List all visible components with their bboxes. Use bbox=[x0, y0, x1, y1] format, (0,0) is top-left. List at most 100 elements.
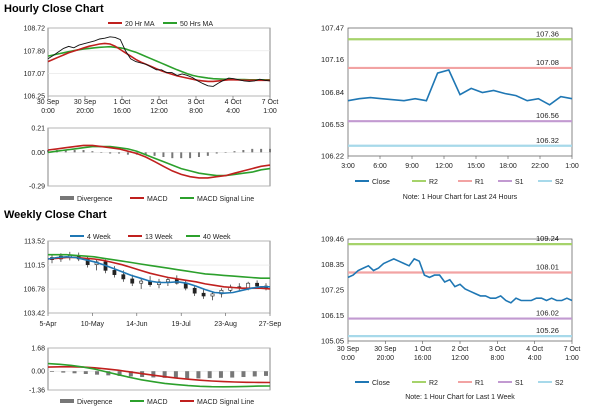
x-tick-label: 0:00 bbox=[41, 108, 55, 115]
ma-13-week-line bbox=[47, 256, 271, 290]
divergence-bar bbox=[206, 152, 209, 156]
divergence-bar bbox=[230, 371, 235, 378]
divergence-bar bbox=[72, 371, 77, 374]
divergence-bar bbox=[100, 152, 103, 153]
y-tick-label: 106.22 bbox=[321, 152, 344, 161]
x-tick-label: 12:00 bbox=[150, 108, 168, 115]
divergence-bar bbox=[162, 371, 167, 378]
x-tick-label: 6:00 bbox=[373, 163, 387, 170]
y-tick-label: 107.47 bbox=[321, 24, 344, 33]
x-tick-label: 2 Oct bbox=[151, 99, 168, 106]
close-line bbox=[347, 69, 573, 106]
x-tick-label: 19-Jul bbox=[172, 321, 192, 328]
x-tick-label: 2 Oct bbox=[452, 346, 469, 353]
legend-swatch bbox=[60, 196, 74, 200]
divergence-bar bbox=[64, 150, 67, 153]
divergence-bar bbox=[82, 150, 85, 153]
candle-body bbox=[121, 274, 126, 280]
x-tick-label: 16:00 bbox=[113, 108, 131, 115]
y-tick-label: 0.00 bbox=[31, 150, 45, 157]
candle-body bbox=[130, 278, 135, 284]
divergence-bar bbox=[162, 152, 165, 157]
x-tick-label: 7 Oct bbox=[262, 99, 279, 106]
x-tick-label: 22:00 bbox=[531, 163, 549, 170]
x-tick-label: 1:00 bbox=[565, 355, 579, 362]
x-tick-label: 30 Sep bbox=[374, 346, 396, 353]
hourly-sr-chart: 107.47 107.16 106.84 106.53 106.22 107.36 107.… bbox=[321, 24, 579, 202]
x-tick-label: 8:00 bbox=[189, 108, 203, 115]
legend-label: R2 bbox=[429, 380, 438, 387]
divergence-bar bbox=[95, 371, 100, 375]
y-tick-label: 107.25 bbox=[321, 286, 344, 295]
x-tick-label: 1 Oct bbox=[414, 346, 431, 353]
legend-label: 40 Week bbox=[203, 234, 231, 241]
divergence-bar bbox=[269, 148, 271, 153]
y-tick-label: 108.72 bbox=[24, 26, 46, 33]
divergence-bar bbox=[215, 152, 218, 154]
divergence-bar bbox=[197, 152, 200, 157]
divergence-bar bbox=[180, 152, 183, 159]
x-tick-label: 20:00 bbox=[76, 108, 94, 115]
x-tick-label: 8:00 bbox=[491, 355, 505, 362]
divergence-bar bbox=[260, 148, 263, 153]
legend-label: 20 Hr MA bbox=[125, 21, 155, 28]
candle-body bbox=[139, 280, 144, 284]
divergence-bar bbox=[153, 152, 156, 156]
legend-label: R2 bbox=[429, 179, 438, 186]
x-tick-label: 15:00 bbox=[467, 163, 485, 170]
x-tick-label: 18:00 bbox=[499, 163, 517, 170]
x-tick-label: 3 Oct bbox=[188, 99, 205, 106]
legend-label: MACD Signal Line bbox=[197, 399, 254, 406]
x-tick-label: 12:00 bbox=[435, 163, 453, 170]
divergence-bar bbox=[185, 371, 190, 379]
weekly-sr-chart: 109.46 108.35 107.25 106.15 105.05 109.24 108.… bbox=[321, 234, 580, 401]
y-tick-label: 107.89 bbox=[24, 48, 46, 55]
level-label-s1: 106.56 bbox=[536, 111, 559, 120]
legend-label: 4 Week bbox=[87, 234, 111, 241]
divergence-bar bbox=[83, 371, 88, 374]
divergence-bar bbox=[118, 152, 121, 154]
level-label-r1: 108.01 bbox=[536, 263, 559, 272]
legend-label: 50 Hrs MA bbox=[180, 21, 213, 28]
candle-body bbox=[192, 287, 197, 294]
y-tick-label: 107.16 bbox=[321, 55, 344, 64]
macd-line bbox=[47, 362, 271, 388]
legend-label: MACD bbox=[147, 196, 168, 203]
x-tick-label: 27-Sep bbox=[259, 321, 282, 328]
level-label-s2: 106.32 bbox=[536, 136, 559, 145]
y-tick-label: 110.15 bbox=[24, 263, 45, 270]
y-tick-label: 106.78 bbox=[24, 287, 46, 294]
divergence-bar bbox=[126, 152, 129, 155]
legend-label: Divergence bbox=[77, 196, 113, 203]
weekly-price-chart: 113.52 110.15 106.78 103.42 4 Week 13 Week 40 … bbox=[24, 234, 282, 328]
x-tick-label: 5-Apr bbox=[39, 321, 57, 328]
candle-body bbox=[166, 279, 170, 283]
y-tick-label: 103.42 bbox=[24, 311, 46, 318]
x-tick-label: 1:00 bbox=[263, 108, 277, 115]
divergence-bar bbox=[47, 150, 49, 153]
plot-frame bbox=[47, 127, 271, 187]
hourly-price-chart: 108.72 107.89 107.07 106.25 20 Hr MA 50 Hrs M… bbox=[24, 21, 279, 115]
hourly-macd-chart: 0.21 0.00 -0.29 Divergence MACD MACD Signal L… bbox=[29, 126, 271, 203]
x-tick-label: 4:00 bbox=[528, 355, 542, 362]
divergence-bar bbox=[106, 371, 111, 376]
y-tick-label: 106.84 bbox=[321, 88, 344, 97]
y-tick-label: 0.21 bbox=[31, 126, 45, 133]
x-tick-label: 14-Jun bbox=[126, 321, 148, 328]
ma50-line bbox=[47, 45, 270, 81]
candle-body bbox=[255, 282, 259, 287]
legend-label: S1 bbox=[515, 179, 524, 186]
x-tick-label: 1:00 bbox=[565, 163, 579, 170]
divergence-bar bbox=[224, 152, 227, 153]
divergence-bar bbox=[233, 151, 236, 153]
signal-line bbox=[47, 365, 271, 384]
legend-label: Close bbox=[372, 179, 390, 186]
y-tick-label: 106.53 bbox=[321, 120, 344, 129]
chart-note: Note: 1 Hour Chart for Last 1 Week bbox=[405, 394, 515, 401]
y-tick-label: 107.07 bbox=[24, 71, 46, 78]
y-tick-label: 106.15 bbox=[321, 311, 344, 320]
x-tick-label: 30 Sep bbox=[37, 99, 59, 106]
y-tick-label: 113.52 bbox=[24, 239, 45, 246]
divergence-bar bbox=[242, 150, 245, 153]
level-label-s1: 106.02 bbox=[536, 309, 559, 318]
